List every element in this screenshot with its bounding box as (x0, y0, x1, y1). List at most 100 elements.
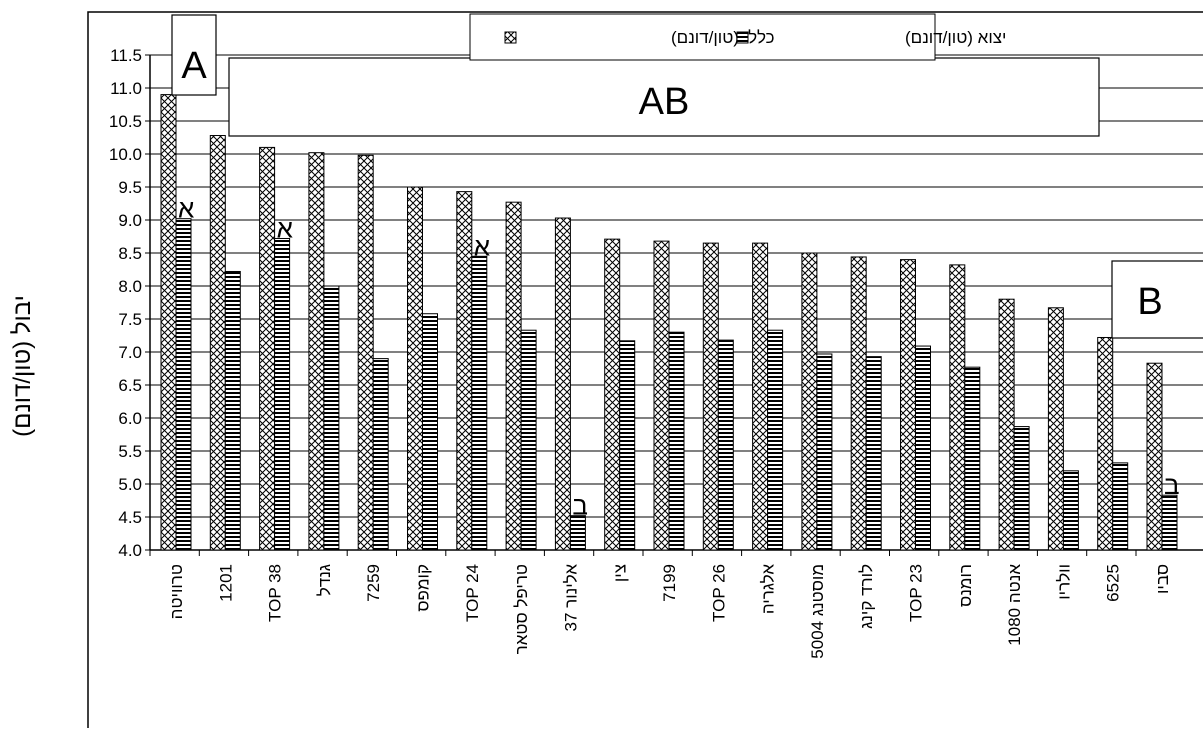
significance-letter: א (277, 213, 293, 243)
y-tick-label: 8.5 (118, 244, 142, 263)
bar-export (668, 331, 685, 551)
y-tick-label: 4.0 (118, 541, 142, 560)
x-category-label: אנטה 1080 (1005, 564, 1024, 646)
bar-export (372, 358, 389, 551)
bar-export (767, 329, 784, 551)
bar-export (1013, 426, 1030, 551)
bar-export (717, 339, 734, 551)
y-tick-label: 11.5 (110, 46, 142, 65)
legend-label: כללי (טון/דונם) (671, 28, 775, 47)
bar-general (998, 298, 1015, 551)
bar-general (456, 191, 473, 551)
x-category-label: TOP 26 (709, 564, 728, 622)
bar-general (160, 94, 177, 551)
annotation-box-ab (228, 57, 1100, 137)
x-category-label: TOP 23 (907, 564, 926, 622)
y-tick-label: 9.5 (118, 178, 142, 197)
bars (160, 94, 1178, 551)
x-category-label: טרוויטה (167, 564, 186, 619)
y-axis-label: יבול (טון/דונם) (9, 295, 36, 437)
x-category-label: TOP 38 (266, 564, 285, 622)
y-tick-label: 6.0 (118, 409, 142, 428)
bar-general (554, 217, 571, 551)
bar-general (308, 152, 325, 551)
x-category-label: וולריו (1054, 564, 1073, 600)
x-category-label: אלינור 37 (561, 564, 580, 632)
bar-general (1146, 362, 1163, 551)
bar-general (1047, 307, 1064, 551)
bar-export (1161, 494, 1178, 551)
significance-letter: א (178, 194, 194, 224)
x-category-label: רומנס (956, 564, 975, 607)
bar-general (801, 252, 818, 551)
bar-general (259, 146, 276, 551)
x-category-label: 6525 (1104, 564, 1123, 602)
x-category-label: 7259 (364, 564, 383, 602)
y-tick-label: 5.5 (118, 442, 142, 461)
x-category-label: צין (611, 564, 630, 582)
bar-general (752, 242, 769, 551)
x-category-label: טריפל סטאר (512, 564, 531, 654)
bar-export (865, 356, 882, 551)
bar-export (224, 270, 241, 551)
legend-swatch (736, 31, 749, 44)
bar-general (653, 240, 670, 551)
bar-export (1112, 462, 1129, 551)
bar-general (505, 201, 522, 551)
y-tick-label: 7.5 (118, 310, 142, 329)
bar-export (274, 237, 291, 551)
bar-general (949, 264, 966, 551)
bar-export (520, 329, 537, 551)
y-tick-label: 11.0 (110, 79, 142, 98)
significance-letter: א (474, 231, 490, 261)
annotation-box-a-label: A (181, 45, 207, 87)
bar-export (569, 515, 586, 551)
y-tick-label: 7.0 (118, 343, 142, 362)
x-axis-labels: טרוויטה 1201 TOP 38 גנדל 7259 קומפס TOP 24 טריפ… (167, 564, 1172, 659)
legend-label: יצוא (טון/דונם) (905, 28, 1006, 47)
y-tick-label: 8.0 (118, 277, 142, 296)
x-category-label: 1201 (216, 564, 235, 602)
x-category-label: מוסטנג 5004 (808, 564, 827, 659)
bar-export (816, 353, 833, 551)
annotation-box-b-label: B (1137, 281, 1162, 323)
y-tick-label: 6.5 (118, 376, 142, 395)
annotation-box-ab-label: AB (639, 81, 690, 123)
annotation-box-b (1111, 260, 1203, 339)
bar-export (323, 285, 340, 551)
bar-export (915, 345, 931, 551)
significance-letter: ב (572, 491, 588, 521)
x-category-label: גנדל (315, 564, 334, 596)
x-category-label: סביו (1153, 564, 1172, 594)
bar-general (900, 259, 916, 551)
x-category-label: TOP 24 (463, 564, 482, 622)
y-tick-label: 4.5 (118, 508, 142, 527)
y-tick-label: 10.5 (109, 112, 142, 131)
bar-export (619, 340, 636, 551)
significance-letter: ב (1164, 470, 1180, 500)
legend-box (469, 13, 936, 61)
bar-general (604, 238, 621, 551)
legend: כללי (טון/דונם) יצוא (טון/דונם) (469, 13, 1006, 61)
bar-general (357, 154, 374, 551)
bar-export (1062, 470, 1079, 551)
bar-general (1097, 336, 1114, 551)
legend-swatch (504, 31, 517, 44)
bar-general (702, 242, 719, 551)
x-category-label: לורד קינג (857, 564, 876, 629)
bar-export (422, 313, 438, 551)
y-tick-label: 9.0 (118, 211, 142, 230)
y-tick-label: 10.0 (109, 145, 142, 164)
bar-general (407, 186, 423, 551)
bar-general (850, 256, 867, 551)
x-category-label: קומפס (414, 564, 433, 612)
bar-export (471, 255, 488, 551)
annotation-box-a (171, 14, 217, 96)
x-category-label: אלגריה (759, 564, 778, 614)
y-tick-label: 5.0 (118, 475, 142, 494)
bar-export (175, 218, 192, 551)
x-category-label: 7199 (660, 564, 679, 602)
annotations: A AB B א א א ב ב (171, 14, 1203, 521)
